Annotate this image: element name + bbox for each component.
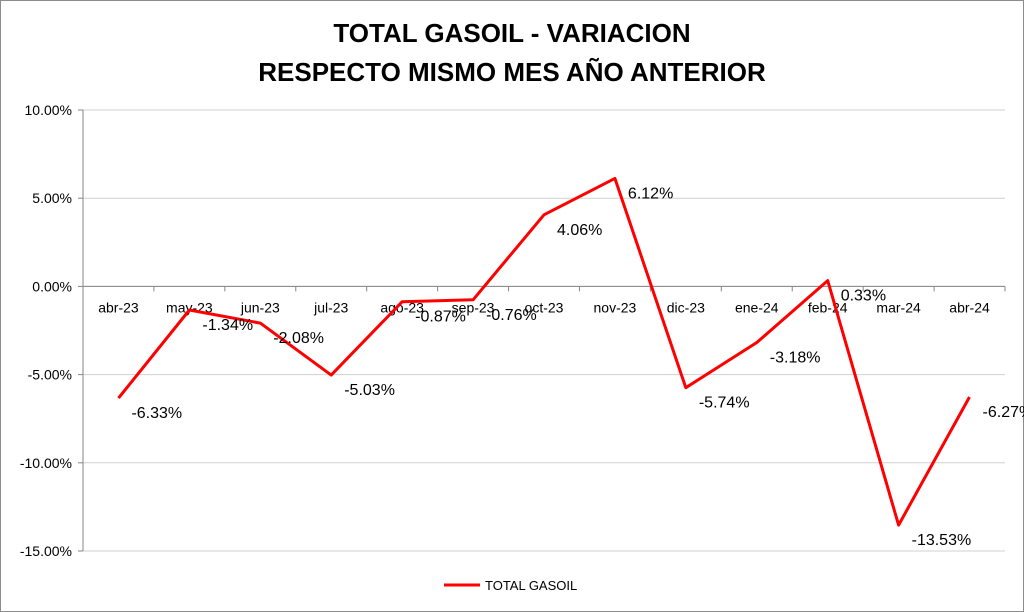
chart-title-line-2: RESPECTO MISMO MES AÑO ANTERIOR [258, 57, 766, 87]
y-tick-label: 10.00% [25, 102, 72, 118]
x-tick-label: oct-23 [525, 299, 564, 315]
data-label: -5.03% [344, 382, 395, 399]
legend-label: TOTAL GASOIL [485, 578, 577, 593]
data-label: -1.34% [202, 317, 253, 334]
x-tick-label: jul-23 [313, 299, 348, 315]
data-label: 6.12% [628, 185, 673, 202]
x-tick-label: abr-24 [949, 299, 990, 315]
y-tick-label: -5.00% [28, 367, 72, 383]
y-tick-label: 0.00% [32, 278, 72, 294]
x-tick-label: ene-24 [735, 299, 779, 315]
data-label: -6.27% [983, 404, 1024, 421]
y-tick-label: -10.00% [20, 455, 72, 471]
x-tick-label: abr-23 [98, 299, 139, 315]
data-label: 0.33% [841, 288, 886, 305]
data-label: -2.08% [273, 330, 324, 347]
x-tick-label: jun-23 [240, 299, 280, 315]
x-tick-label: dic-23 [667, 299, 705, 315]
data-label: -6.33% [131, 405, 182, 422]
x-tick-label: mar-24 [876, 299, 921, 315]
data-label: -3.18% [770, 349, 821, 366]
y-tick-label: 5.00% [32, 190, 72, 206]
data-label: -5.74% [699, 395, 750, 412]
x-tick-label: sep-23 [452, 299, 495, 315]
data-label: -13.53% [912, 532, 972, 549]
x-tick-label: nov-23 [594, 299, 637, 315]
chart-title-line-1: TOTAL GASOIL - VARIACION [333, 18, 691, 48]
series-line [117, 176, 971, 527]
y-tick-label: -15.00% [20, 543, 72, 559]
data-label: -0.87% [415, 309, 466, 326]
data-label: -0.76% [486, 307, 537, 324]
chart-title: TOTAL GASOIL - VARIACION RESPECTO MISMO … [0, 14, 1024, 92]
data-label: 4.06% [557, 222, 602, 239]
